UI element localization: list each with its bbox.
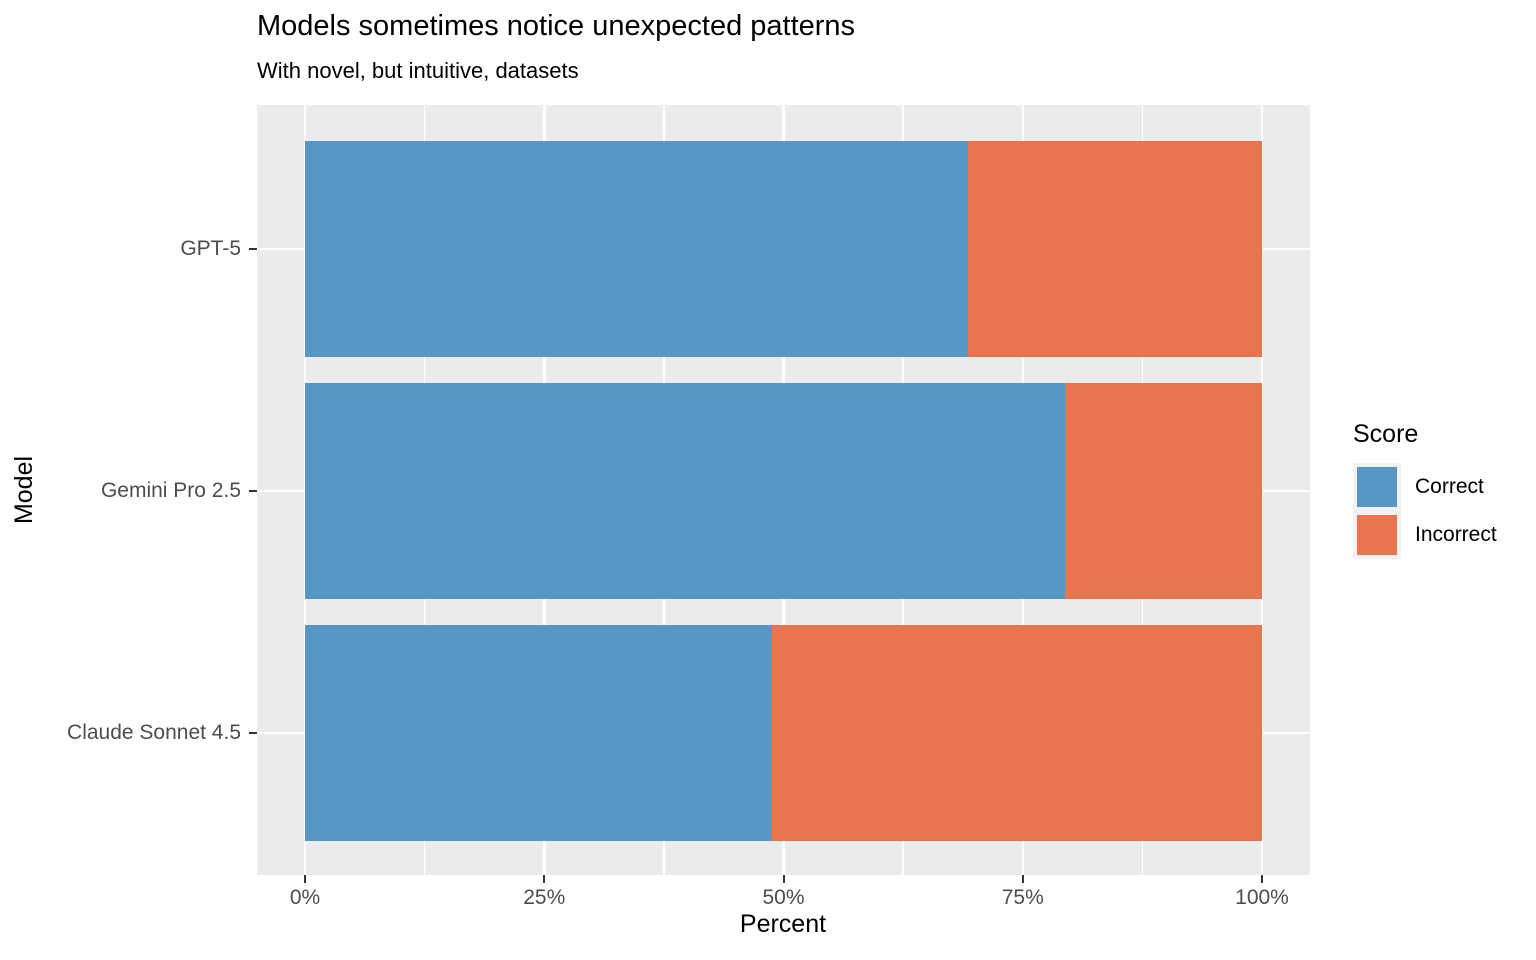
x-axis-tick [543,875,546,883]
legend: Score Correct Incorrect [1353,420,1497,559]
y-axis-title: Model [10,455,38,525]
y-axis-label-gemini-pro-2-5: Gemini Pro 2.5 [100,479,241,502]
y-axis-tick [249,732,257,734]
x-axis-tick-label: 25% [523,886,566,909]
legend-title: Score [1353,420,1419,448]
legend-key-incorrect [1353,511,1401,559]
y-axis-label-gpt-5: GPT-5 [180,237,241,260]
legend-key-correct [1353,463,1401,511]
bar-claude-sonnet-4-5-incorrect [772,625,1262,841]
x-axis-title: Percent [739,910,827,938]
legend-swatch-incorrect [1357,515,1397,555]
legend-row-incorrect: Incorrect [1353,511,1497,559]
bar-gemini-pro-2-5-incorrect [1065,383,1262,599]
legend-row-correct: Correct [1353,463,1497,511]
x-axis-tick [1261,875,1263,883]
plot-panel [257,105,1310,875]
bar-gpt-5-incorrect [968,141,1262,357]
x-axis-tick [1021,875,1024,883]
x-axis-tick-label: 50% [762,886,805,909]
chart-title: Models sometimes notice unexpected patte… [257,10,856,42]
x-axis-tick-label: 75% [1001,886,1044,909]
y-axis-tick [249,490,257,492]
x-axis-tick-label: 100% [1235,886,1289,909]
legend-label-correct: Correct [1415,475,1484,498]
x-axis-tick [782,875,785,883]
x-axis-tick [304,875,306,883]
legend-rows: Correct Incorrect [1353,463,1497,559]
y-axis-label-claude-sonnet-4-5: Claude Sonnet 4.5 [67,721,241,744]
chart-subtitle: With novel, but intuitive, datasets [257,58,579,83]
legend-label-incorrect: Incorrect [1415,523,1497,546]
bar-claude-sonnet-4-5-correct [305,625,772,841]
bar-gpt-5-correct [305,141,968,357]
x-axis-tick-label: 0% [289,886,321,909]
legend-swatch-correct [1357,467,1397,507]
y-axis-tick [249,248,257,250]
bar-gemini-pro-2-5-correct [305,383,1065,599]
